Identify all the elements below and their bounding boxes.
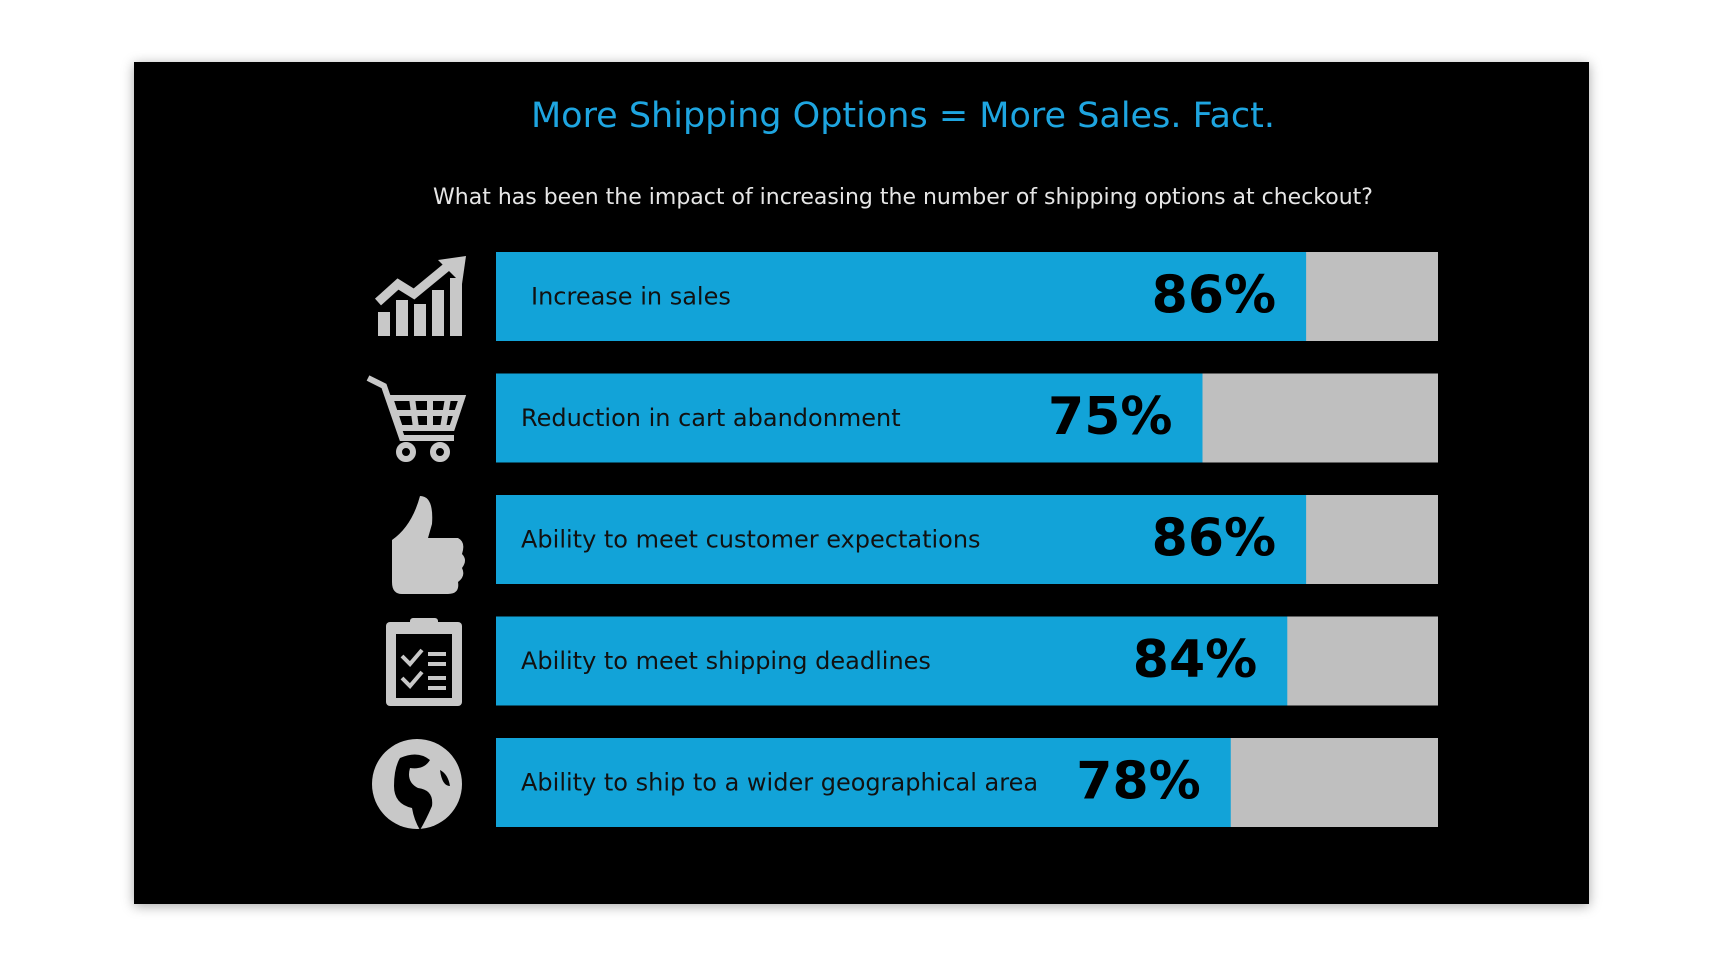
category-label: Ability to ship to a wider geographical …: [521, 769, 1038, 797]
bar: [496, 252, 1307, 341]
value-label: 86%: [1152, 266, 1276, 326]
icons: [366, 256, 467, 830]
value-label: 84%: [1133, 630, 1257, 690]
value-label: 78%: [1076, 752, 1200, 812]
globe-icon: [372, 739, 462, 830]
value-label: 86%: [1152, 509, 1276, 569]
bar: [496, 616, 1288, 706]
bar: [496, 495, 1307, 584]
cart-icon: [366, 375, 467, 462]
category-label: Reduction in cart abandonment: [521, 404, 901, 432]
clipboard-icon: [386, 618, 462, 706]
chart-subtitle: What has been the impact of increasing t…: [433, 185, 1373, 210]
category-label: Increase in sales: [531, 283, 731, 311]
category-label: Ability to meet shipping deadlines: [521, 647, 931, 675]
value-label: 75%: [1048, 387, 1172, 447]
chart-title: More Shipping Options = More Sales. Fact…: [531, 96, 1275, 136]
category-label: Ability to meet customer expectations: [521, 526, 981, 554]
thumb-icon: [392, 496, 465, 594]
bar: [496, 738, 1231, 827]
bar: [496, 373, 1203, 463]
chart-icon: [374, 256, 466, 336]
